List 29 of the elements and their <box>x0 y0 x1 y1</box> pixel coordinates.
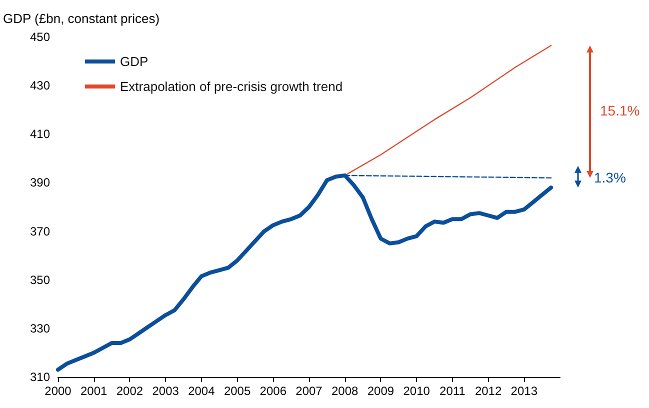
text: 1.3% <box>594 169 626 186</box>
legend-label: GDP <box>120 54 148 69</box>
line-series <box>56 173 554 372</box>
text: 15.1% <box>600 102 640 118</box>
x-tick-label: 2011 <box>440 384 466 398</box>
x-tick-label: 2001 <box>80 384 108 398</box>
x-tick-label: 2013 <box>510 384 538 398</box>
y-tick-label: 450 <box>30 30 50 44</box>
x-tick-label: 2000 <box>44 384 72 398</box>
y-tick-label: 310 <box>30 370 50 384</box>
line-series <box>344 44 552 176</box>
y-tick-label: 330 <box>30 321 50 336</box>
x-tick-label: 2010 <box>403 384 430 398</box>
x-tick-label: 2006 <box>260 384 287 398</box>
y-tick-label: 370 <box>30 224 50 238</box>
y-tick-label: 390 <box>30 176 50 190</box>
x-tick-label: 2003 <box>152 384 180 398</box>
y-tick-label: 350 <box>30 272 50 287</box>
x-tick-label: 2012 <box>474 384 502 398</box>
x-tick-label: 2008 <box>332 384 359 398</box>
y-axis-title: GDP (£bn, constant prices) <box>3 11 160 26</box>
y-tick-label: 410 <box>30 127 50 142</box>
x-tick-label: 2002 <box>116 384 144 398</box>
x-tick-label: 2005 <box>224 384 251 398</box>
x-tick-label: 2007 <box>296 384 323 398</box>
x-tick-label: 2009 <box>367 384 394 398</box>
legend-label: Extrapolation of pre-crisis growth trend <box>120 79 343 94</box>
x-tick-label: 2004 <box>188 384 216 398</box>
y-tick-label: 430 <box>30 78 50 93</box>
